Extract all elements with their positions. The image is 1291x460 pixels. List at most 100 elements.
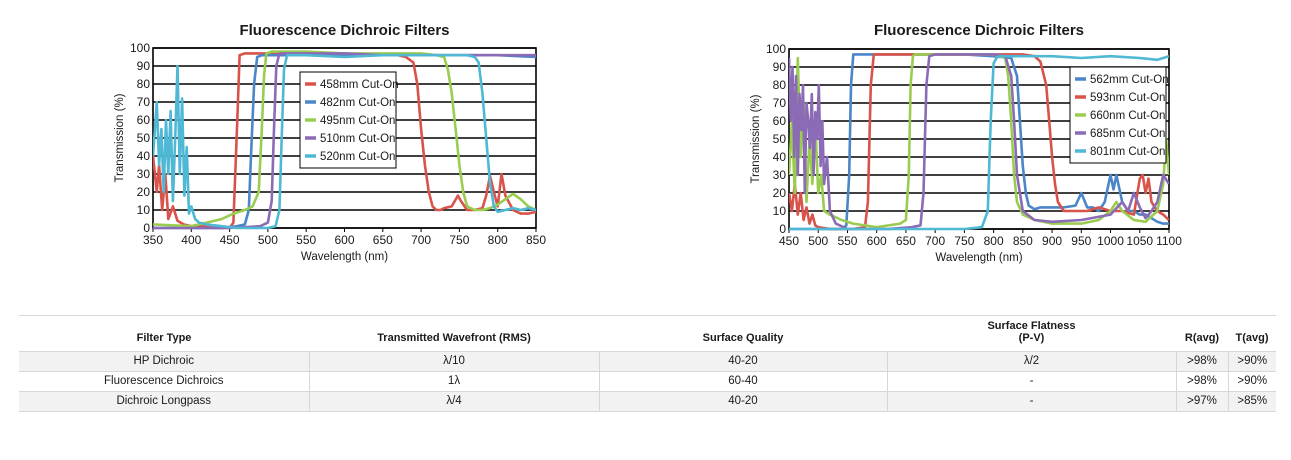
x-tick-label: 550 [296,233,316,247]
y-tick-label: 80 [773,78,787,92]
x-tick-label: 600 [867,234,887,248]
x-tick-label: 650 [373,233,393,247]
y-tick-label: 60 [773,114,787,128]
header-r-avg: R(avg) [1176,315,1228,352]
header-transmitted-wavefront: Transmitted Wavefront (RMS) [309,315,599,352]
legend-label-1: 593nm Cut-On [1090,92,1165,104]
y-tick-label: 40 [773,150,787,164]
x-tick-label: 350 [143,233,163,247]
series-line-0 [789,53,1169,231]
y-tick-label: 50 [137,131,151,145]
header-t-avg: T(avg) [1228,315,1276,352]
y-axis-label: Transmission (%) [114,93,126,182]
x-tick-label: 500 [808,234,828,248]
cell-filter-type: Dichroic Longpass [19,391,309,412]
cell-wavefront: 1λ [308,371,599,392]
legend-label-2: 660nm Cut-On [1090,110,1165,122]
y-tick-label: 0 [143,221,150,235]
x-axis-label: Wavelength (nm) [301,251,388,263]
x-tick-label: 950 [1071,234,1091,248]
cell-flatness: - [886,391,1176,412]
cell-t-avg: >90% [1227,371,1276,392]
table-row: Fluorescence Dichroics 1λ 60-40 - >98% >… [19,371,1276,392]
y-tick-label: 70 [137,95,151,109]
header-surface-flatness-line1: Surface Flatness [987,320,1076,332]
x-tick-label: 1100 [1156,234,1182,248]
x-tick-label: 700 [411,233,431,247]
y-tick-label: 70 [773,96,787,110]
y-tick-label: 20 [773,186,787,200]
series-line-1 [789,53,1169,231]
chart-fluorescence-dichroic-left: Fluorescence Dichroic Filters 0 10 20 30 40 50… [90,0,560,275]
y-tick-label: 10 [773,204,787,218]
cell-t-avg: >90% [1227,351,1276,372]
y-tick-label: 20 [137,185,151,199]
x-tick-label: 1050 [1126,234,1153,248]
series-line-4 [789,54,1169,231]
legend-label-3: 510nm Cut-On [320,133,395,145]
legend-label-1: 482nm Cut-On [320,97,395,109]
table-header-row: Filter Type Transmitted Wavefront (RMS) … [19,315,1276,352]
legend-label-0: 562mm Cut-On [1090,74,1169,86]
y-tick-label: 100 [130,41,150,55]
y-tick-label: 100 [766,42,786,56]
y-tick-label: 90 [773,60,787,74]
x-tick-label: 650 [896,234,916,248]
cell-t-avg: >85% [1227,391,1276,412]
x-axis-label: Wavelength (nm) [935,252,1022,264]
header-surface-quality: Surface Quality [599,315,887,352]
y-tick-label: 10 [137,203,151,217]
y-tick-label: 0 [779,222,786,236]
cell-flatness: - [886,371,1176,392]
x-tick-label: 750 [449,233,469,247]
y-tick-label: 80 [137,77,151,91]
table-row: Dichroic Longpass λ/4 40-20 - >97% >85% [19,391,1276,412]
x-tick-label: 800 [984,234,1004,248]
legend-label-2: 495nm Cut-On [320,115,395,127]
header-surface-flatness-line2: (P-V) [1018,332,1045,344]
series-line-4 [153,53,536,230]
y-tick-label: 40 [137,149,151,163]
x-tick-label: 1000 [1097,234,1124,248]
legend-label-0: 458mm Cut-On [320,79,399,91]
x-tick-label: 850 [526,233,546,247]
cell-surface-quality: 40-20 [598,351,887,372]
table-row: HP Dichroic λ/10 40-20 λ/2 >98% >90% [19,351,1276,372]
cell-r-avg: >98% [1175,371,1228,392]
x-tick-label: 450 [779,234,799,248]
x-tick-label: 450 [220,233,240,247]
cell-surface-quality: 40-20 [598,391,887,412]
cell-r-avg: >97% [1175,391,1228,412]
cell-surface-quality: 60-40 [598,371,887,392]
chart-left-svg: Fluorescence Dichroic Filters 0 10 20 30 40 50… [114,22,546,263]
x-tick-label: 500 [258,233,278,247]
y-tick-label: 30 [773,168,787,182]
cell-wavefront: λ/4 [308,391,599,412]
cell-wavefront: λ/10 [308,351,599,372]
cell-filter-type: HP Dichroic [19,351,309,372]
x-tick-label: 400 [181,233,201,247]
cell-filter-type: Fluorescence Dichroics [19,371,309,392]
x-tick-label: 900 [1042,234,1062,248]
x-tick-label: 600 [334,233,354,247]
x-tick-label: 800 [488,233,508,247]
cell-flatness: λ/2 [886,351,1176,372]
chart-title: Fluorescence Dichroic Filters [874,22,1084,39]
legend-label-3: 685nm Cut-On [1090,128,1165,140]
x-tick-label: 750 [954,234,974,248]
x-tick-label: 850 [1013,234,1033,248]
header-filter-type: Filter Type [19,315,309,352]
chart-fluorescence-dichroic-right: Fluorescence Dichroic Filters 0 10 20 30 40 50… [722,0,1192,275]
y-tick-label: 50 [773,132,787,146]
x-tick-label: 700 [925,234,945,248]
cell-r-avg: >98% [1175,351,1228,372]
specifications-table: Filter Type Transmitted Wavefront (RMS) … [19,315,1276,412]
x-tick-label: 550 [837,234,857,248]
chart-right-svg: Fluorescence Dichroic Filters 0 10 20 30 40 50… [750,22,1182,264]
legend-label-4: 801nm Cut-On [1090,146,1165,158]
legend-label-4: 520nm Cut-On [320,151,395,163]
y-tick-label: 90 [137,59,151,73]
series-line-2 [789,53,1169,229]
y-tick-label: 30 [137,167,151,181]
header-surface-flatness: Surface Flatness (P-V) [887,315,1176,352]
